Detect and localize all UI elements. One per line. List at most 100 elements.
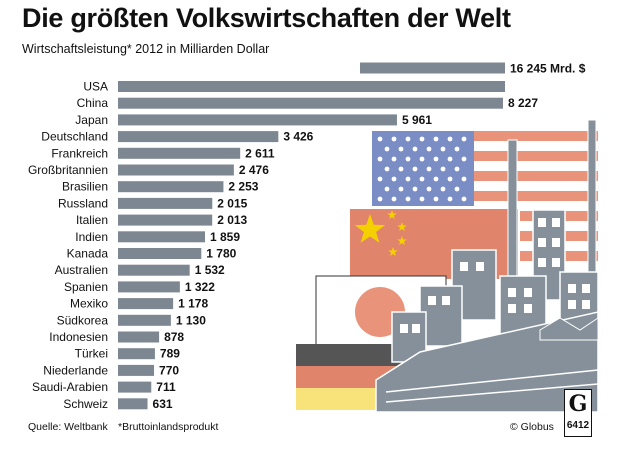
us-flag-star: [461, 156, 467, 162]
bar: [118, 114, 397, 126]
us-flag-stripe: [372, 161, 598, 171]
category-label: Spanien: [64, 280, 108, 294]
value-label: 1 859: [210, 230, 240, 244]
us-flag-star: [447, 196, 453, 202]
globus-logo-letter: G: [568, 391, 588, 417]
value-label: 878: [164, 330, 184, 344]
value-label: 5 961: [402, 113, 432, 127]
us-flag-star: [440, 186, 446, 192]
factory-window: [568, 300, 576, 309]
us-flag-star: [391, 156, 397, 162]
factory-window: [400, 324, 408, 333]
value-label: 1 322: [185, 280, 215, 294]
bar-usa-extension: [360, 62, 505, 75]
bar: [118, 131, 279, 143]
us-flag-star: [405, 136, 411, 142]
value-label: 770: [159, 363, 179, 377]
category-label: Australien: [55, 263, 108, 277]
factory-window: [428, 296, 436, 305]
bar: [118, 164, 234, 176]
factory-window: [552, 258, 560, 267]
flags-factory-illustration: [296, 119, 599, 413]
category-label: Südkorea: [57, 313, 109, 327]
factory-window: [508, 304, 516, 313]
chart-title: Die größten Volkswirtschaften der Welt: [22, 3, 511, 33]
us-flag-star: [426, 146, 432, 152]
bar-usa: [118, 81, 505, 92]
graphic-number: 6412: [566, 420, 590, 431]
us-flag-star: [405, 196, 411, 202]
category-label: Schweiz: [63, 397, 108, 411]
factory-line: [385, 369, 599, 393]
bar: [118, 398, 148, 410]
us-flag-star: [398, 166, 404, 172]
category-label: Kanada: [67, 247, 109, 261]
us-flag-star: [440, 166, 446, 172]
us-flag-star: [405, 156, 411, 162]
value-label: 16 245 Mrd. $: [510, 62, 586, 76]
category-label: Italien: [76, 213, 108, 227]
us-flag-star: [412, 146, 418, 152]
us-flag-star: [398, 146, 404, 152]
value-label: 3 426: [283, 130, 313, 144]
us-flag-star: [391, 136, 397, 142]
category-label: Brasilien: [62, 180, 108, 194]
china-flag-small-star: [397, 236, 407, 245]
bar: [118, 331, 160, 343]
us-flag-star: [377, 196, 383, 202]
china-flag-small-star: [387, 210, 397, 219]
china-flag-small-star: [397, 222, 407, 231]
us-flag-star: [447, 136, 453, 142]
factory-window: [476, 262, 484, 271]
value-label: 1 780: [206, 247, 236, 261]
value-label: 711: [156, 380, 176, 394]
factory-window: [552, 218, 560, 227]
us-flag-star: [391, 176, 397, 182]
category-label: Indonesien: [49, 330, 108, 344]
bar: [118, 147, 241, 159]
us-flag-star: [398, 186, 404, 192]
category-label: Türkei: [75, 347, 108, 361]
category-label: Russland: [58, 196, 108, 210]
us-flag-star: [384, 146, 390, 152]
factory-illustration: [375, 119, 599, 413]
factory-window: [508, 288, 516, 297]
value-label: 8 227: [508, 96, 538, 110]
bar: [118, 314, 171, 326]
footnote: *Bruttoinlandsprodukt: [118, 421, 219, 433]
value-label: 2 611: [245, 146, 275, 160]
us-flag-star: [433, 136, 439, 142]
bar: [118, 231, 205, 243]
category-label: Großbritannien: [28, 163, 108, 177]
chimney: [507, 139, 518, 281]
us-flag-star: [461, 196, 467, 202]
factory-block: [391, 311, 427, 363]
us-flag-star: [412, 166, 418, 172]
bar: [118, 364, 155, 376]
value-label: 789: [160, 347, 180, 361]
bar: [118, 298, 174, 310]
factory-window: [460, 262, 468, 271]
value-label: 1 130: [176, 313, 206, 327]
us-flag-star: [391, 196, 397, 202]
us-flag-stripe: [372, 141, 598, 151]
us-flag-stripe: [372, 201, 598, 211]
bar: [118, 197, 213, 209]
us-flag-star: [426, 166, 432, 172]
us-flag-star: [405, 176, 411, 182]
value-label: 2 015: [217, 196, 247, 210]
us-flag-star: [440, 146, 446, 152]
factory-line: [385, 383, 599, 403]
factory-roof: [539, 317, 599, 341]
factory-window: [442, 296, 450, 305]
factory-window: [582, 300, 590, 309]
germany-flag-black: [296, 344, 406, 366]
bar: [118, 381, 152, 393]
us-flag-star: [419, 156, 425, 162]
us-flag-star: [419, 176, 425, 182]
bar: [118, 214, 213, 226]
us-flag-star: [384, 166, 390, 172]
us-flag-star: [412, 186, 418, 192]
us-flag-star: [447, 156, 453, 162]
